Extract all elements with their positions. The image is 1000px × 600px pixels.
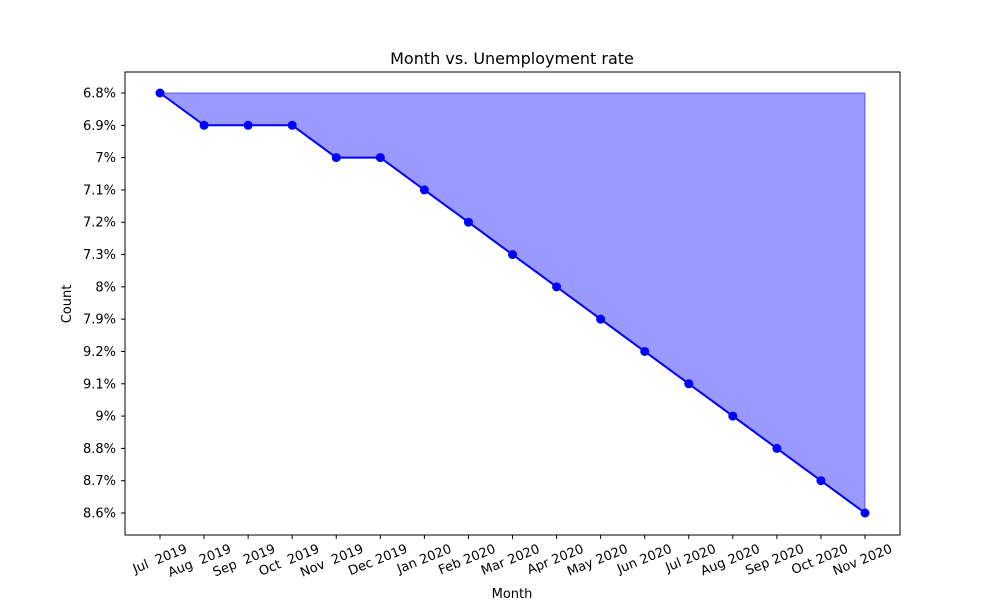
x-axis-label: Month	[492, 587, 533, 600]
y-tick-label: 7.9%	[83, 313, 116, 328]
y-tick-label: 7.3%	[83, 248, 116, 263]
data-point	[155, 88, 165, 98]
y-tick-label: 6.9%	[83, 119, 116, 134]
data-point	[463, 217, 473, 227]
data-point	[419, 185, 429, 195]
data-point	[860, 508, 870, 518]
data-point	[243, 120, 253, 130]
y-tick-label: 7%	[95, 151, 116, 166]
y-tick-label: 7.1%	[83, 183, 116, 198]
y-axis-label: Count	[60, 285, 75, 324]
data-point	[640, 346, 650, 356]
plot-area: 6.8% 6.9% 7% 7.1% 7.2% 7.3% 8% 7.9% 9.2% 9.1% 9% 8.…	[83, 71, 901, 581]
data-point	[596, 314, 606, 324]
data-point	[508, 250, 517, 260]
y-tick-label: 9%	[95, 410, 116, 425]
data-point	[199, 120, 209, 130]
data-point	[684, 379, 694, 389]
area-fill	[157, 92, 866, 515]
y-tick-label: 8.7%	[83, 474, 116, 489]
y-tick-label: 9.1%	[83, 377, 116, 392]
data-point	[816, 476, 826, 486]
data-point	[331, 153, 341, 163]
chart-title: Month vs. Unemployment rate	[390, 49, 634, 68]
data-point	[375, 153, 385, 163]
data-point	[772, 443, 782, 453]
y-tick-label: 8.6%	[83, 507, 116, 522]
y-tick-label: 9.2%	[83, 345, 116, 360]
data-point	[728, 411, 738, 421]
y-tick-label: 8.8%	[83, 442, 116, 457]
y-tick-label: 8%	[95, 280, 116, 295]
y-tick-label: 6.8%	[83, 87, 116, 102]
data-point	[552, 282, 562, 292]
y-tick-label: 7.2%	[83, 216, 116, 231]
data-point	[287, 120, 297, 130]
